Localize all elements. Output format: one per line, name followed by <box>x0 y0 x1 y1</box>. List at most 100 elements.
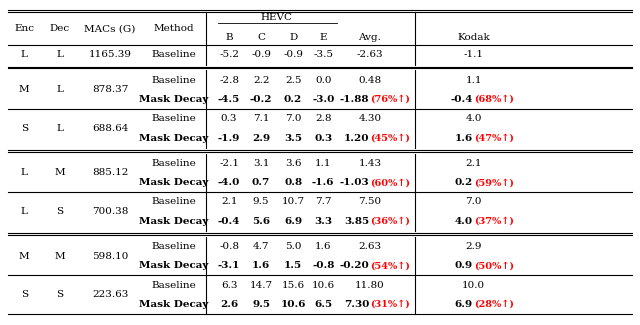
Text: Baseline: Baseline <box>152 198 196 206</box>
Text: -0.9: -0.9 <box>251 50 271 59</box>
Text: 10.7: 10.7 <box>282 198 305 206</box>
Text: Avg.: Avg. <box>358 32 381 42</box>
Text: -1.88: -1.88 <box>340 95 369 104</box>
Text: (37%↑): (37%↑) <box>474 217 514 226</box>
Text: -3.0: -3.0 <box>312 95 334 104</box>
Text: (28%↑): (28%↑) <box>474 300 514 309</box>
Text: Baseline: Baseline <box>152 159 196 168</box>
Text: 1.6: 1.6 <box>252 261 270 270</box>
Text: Mask Decay: Mask Decay <box>140 95 209 104</box>
Text: 0.2: 0.2 <box>454 178 473 187</box>
Text: 0.8: 0.8 <box>284 178 302 187</box>
Text: -0.4: -0.4 <box>451 95 473 104</box>
Text: Mask Decay: Mask Decay <box>140 134 209 143</box>
Text: 2.63: 2.63 <box>358 242 381 251</box>
Text: 2.2: 2.2 <box>253 76 269 84</box>
Text: Enc: Enc <box>14 24 35 33</box>
Text: 0.9: 0.9 <box>455 261 473 270</box>
Text: 1.43: 1.43 <box>358 159 381 168</box>
Text: 5.0: 5.0 <box>285 242 301 251</box>
Text: 1.1: 1.1 <box>465 76 482 84</box>
Text: -4.5: -4.5 <box>218 95 240 104</box>
Text: (60%↑): (60%↑) <box>371 178 411 187</box>
Text: L: L <box>56 50 63 59</box>
Text: S: S <box>56 207 63 216</box>
Text: -1.1: -1.1 <box>463 50 484 59</box>
Text: 1165.39: 1165.39 <box>88 50 132 59</box>
Text: (59%↑): (59%↑) <box>474 178 514 187</box>
Text: 1.1: 1.1 <box>315 159 332 168</box>
Text: (31%↑): (31%↑) <box>371 300 410 309</box>
Text: M: M <box>54 168 65 177</box>
Text: 1.6: 1.6 <box>454 134 473 143</box>
Text: HEVC: HEVC <box>260 13 292 22</box>
Text: 1.6: 1.6 <box>315 242 332 251</box>
Text: 598.10: 598.10 <box>92 252 128 261</box>
Text: S: S <box>20 124 28 133</box>
Text: Mask Decay: Mask Decay <box>140 217 209 226</box>
Text: 3.3: 3.3 <box>314 217 332 226</box>
Text: -2.1: -2.1 <box>219 159 239 168</box>
Text: B: B <box>225 32 233 42</box>
Text: -0.2: -0.2 <box>250 95 273 104</box>
Text: 4.0: 4.0 <box>455 217 473 226</box>
Text: 3.5: 3.5 <box>284 134 302 143</box>
Text: 6.3: 6.3 <box>221 281 237 290</box>
Text: 10.6: 10.6 <box>312 281 335 290</box>
Text: 10.0: 10.0 <box>462 281 485 290</box>
Text: 4.30: 4.30 <box>358 114 381 123</box>
Text: 14.7: 14.7 <box>250 281 273 290</box>
Text: 1.5: 1.5 <box>284 261 302 270</box>
Text: 7.0: 7.0 <box>285 114 301 123</box>
Text: Baseline: Baseline <box>152 114 196 123</box>
Text: 1.20: 1.20 <box>344 134 369 143</box>
Text: -0.8: -0.8 <box>312 261 334 270</box>
Text: (45%↑): (45%↑) <box>371 134 410 143</box>
Text: 2.1: 2.1 <box>465 159 482 168</box>
Text: 2.1: 2.1 <box>221 198 237 206</box>
Text: 3.85: 3.85 <box>344 217 369 226</box>
Text: 9.5: 9.5 <box>253 198 269 206</box>
Text: 6.9: 6.9 <box>455 300 473 309</box>
Text: 2.5: 2.5 <box>285 76 301 84</box>
Text: -2.8: -2.8 <box>219 76 239 84</box>
Text: -1.6: -1.6 <box>312 178 335 187</box>
Text: Baseline: Baseline <box>152 76 196 84</box>
Text: 11.80: 11.80 <box>355 281 385 290</box>
Text: -4.0: -4.0 <box>218 178 240 187</box>
Text: 6.9: 6.9 <box>284 217 302 226</box>
Text: 2.9: 2.9 <box>465 242 482 251</box>
Text: (50%↑): (50%↑) <box>474 261 515 270</box>
Text: M: M <box>19 85 29 94</box>
Text: 0.48: 0.48 <box>358 76 381 84</box>
Text: Mask Decay: Mask Decay <box>140 261 209 270</box>
Text: -0.4: -0.4 <box>218 217 240 226</box>
Text: L: L <box>21 207 28 216</box>
Text: 3.6: 3.6 <box>285 159 301 168</box>
Text: 7.30: 7.30 <box>344 300 369 309</box>
Text: 10.6: 10.6 <box>280 300 306 309</box>
Text: L: L <box>56 124 63 133</box>
Text: -3.5: -3.5 <box>313 50 333 59</box>
Text: Dec: Dec <box>49 24 70 33</box>
Text: 15.6: 15.6 <box>282 281 305 290</box>
Text: Baseline: Baseline <box>152 242 196 251</box>
Text: L: L <box>21 50 28 59</box>
Text: L: L <box>56 85 63 94</box>
Text: Mask Decay: Mask Decay <box>140 178 209 187</box>
Text: 6.5: 6.5 <box>314 300 332 309</box>
Text: 7.0: 7.0 <box>465 198 482 206</box>
Text: -3.1: -3.1 <box>218 261 240 270</box>
Text: 0.2: 0.2 <box>284 95 302 104</box>
Text: Mask Decay: Mask Decay <box>140 300 209 309</box>
Text: -0.20: -0.20 <box>340 261 369 270</box>
Text: 2.9: 2.9 <box>252 134 270 143</box>
Text: 9.5: 9.5 <box>252 300 270 309</box>
Text: 700.38: 700.38 <box>92 207 128 216</box>
Text: M: M <box>54 252 65 261</box>
Text: (47%↑): (47%↑) <box>474 134 514 143</box>
Text: 0.3: 0.3 <box>221 114 237 123</box>
Text: 5.6: 5.6 <box>252 217 270 226</box>
Text: Kodak: Kodak <box>457 32 490 42</box>
Text: -5.2: -5.2 <box>219 50 239 59</box>
